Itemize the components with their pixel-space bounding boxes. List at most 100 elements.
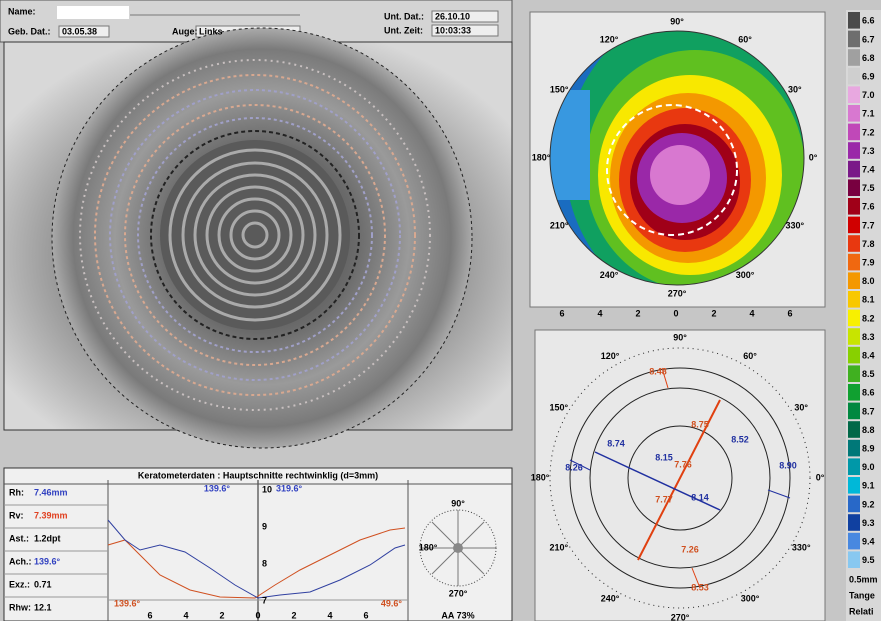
kerato-label: Ach.: bbox=[9, 556, 32, 566]
scale-swatch bbox=[848, 514, 860, 531]
scale-swatch bbox=[848, 142, 860, 159]
birth-label: Geb. Dat.: bbox=[8, 26, 51, 36]
scale-label: 7.7 bbox=[862, 220, 875, 230]
eye-label: Auge: bbox=[172, 26, 198, 36]
scale-label: 7.0 bbox=[862, 90, 875, 100]
y-tick-label: 8 bbox=[262, 558, 267, 568]
angle-label: 180° bbox=[532, 152, 551, 162]
kerato-value: 7.39mm bbox=[34, 510, 68, 520]
scale-label: 7.4 bbox=[862, 164, 875, 174]
scale-swatch bbox=[848, 12, 860, 29]
scale-swatch bbox=[848, 551, 860, 568]
scale-label: 7.6 bbox=[862, 202, 875, 212]
scale-label: 8.6 bbox=[862, 388, 875, 398]
scale-swatch bbox=[848, 86, 860, 103]
corner-right: 49.6° bbox=[381, 598, 403, 608]
kerato-footer: AA 73% bbox=[441, 610, 474, 620]
angle-label: 330° bbox=[785, 220, 804, 230]
angle-label: 60° bbox=[738, 35, 752, 45]
scale-mode: Tange bbox=[849, 590, 875, 600]
scale-swatch bbox=[848, 161, 860, 178]
angle-label: 300° bbox=[741, 594, 760, 604]
eye-drawing bbox=[52, 28, 472, 448]
diagram-value: 8.14 bbox=[691, 492, 709, 502]
map-x-tick: 2 bbox=[635, 308, 640, 318]
y-tick-label: 10 bbox=[262, 484, 272, 494]
angle-label: 300° bbox=[736, 270, 755, 280]
kerato-label: Exz.: bbox=[9, 579, 30, 589]
x-tick-label: 4 bbox=[327, 610, 332, 620]
diagram-panel bbox=[535, 330, 825, 621]
scale-label: 8.9 bbox=[862, 443, 875, 453]
name-label: Name: bbox=[8, 6, 36, 16]
scale-label: 8.8 bbox=[862, 425, 875, 435]
kerato-title: Keratometerdaten : Hauptschnitte rechtwi… bbox=[138, 470, 378, 480]
scale-label: 8.5 bbox=[862, 369, 875, 379]
map-x-tick: 4 bbox=[749, 308, 754, 318]
scale-label: 6.6 bbox=[862, 16, 875, 26]
x-tick-label: 6 bbox=[363, 610, 368, 620]
diagram-value: 8.48 bbox=[649, 366, 667, 376]
diagram-value: 7.26 bbox=[681, 544, 699, 554]
scale-label: 7.2 bbox=[862, 127, 875, 137]
angle-label: 90° bbox=[673, 332, 687, 342]
scale-label: 8.1 bbox=[862, 295, 875, 305]
exam-time-value: 10:03:33 bbox=[435, 25, 471, 35]
angle-label: 120° bbox=[600, 35, 619, 45]
diagram-value: 8.74 bbox=[607, 438, 625, 448]
angle-label: 210° bbox=[549, 542, 568, 552]
diagram-value: 8.75 bbox=[691, 419, 709, 429]
x-tick-label: 4 bbox=[183, 610, 188, 620]
kerato-value: 12.1 bbox=[34, 602, 52, 612]
exam-date-label: Unt. Dat.: bbox=[384, 11, 424, 21]
scale-swatch bbox=[848, 124, 860, 141]
mini-label: 90° bbox=[451, 498, 465, 508]
mini-label: 270° bbox=[449, 588, 468, 598]
y-tick-label: 7 bbox=[262, 595, 267, 605]
angle-label: 90° bbox=[670, 16, 684, 26]
scale-label: 8.0 bbox=[862, 276, 875, 286]
kerato-value: 139.6° bbox=[34, 556, 61, 566]
scale-swatch bbox=[848, 477, 860, 494]
angle-label: 180° bbox=[531, 472, 550, 482]
scale-label: 8.7 bbox=[862, 406, 875, 416]
angle-label: 30° bbox=[788, 84, 802, 94]
scale-swatch bbox=[848, 31, 860, 48]
scale-label: 6.8 bbox=[862, 53, 875, 63]
birth-value: 03.05.38 bbox=[62, 26, 97, 36]
angle-label: 0° bbox=[816, 472, 825, 482]
map-x-tick: 6 bbox=[787, 308, 792, 318]
diagram-value: 8.53 bbox=[691, 582, 709, 592]
scale-type: Relati bbox=[849, 606, 874, 616]
scale-label: 9.3 bbox=[862, 518, 875, 528]
scale-label: 8.4 bbox=[862, 350, 875, 360]
angle-label: 120° bbox=[601, 351, 620, 361]
scale-swatch bbox=[848, 421, 860, 438]
scale-swatch bbox=[848, 291, 860, 308]
kerato-value: 7.46mm bbox=[34, 487, 68, 497]
map-x-tick: 6 bbox=[559, 308, 564, 318]
scale-label: 8.3 bbox=[862, 332, 875, 342]
x-tick-label: 6 bbox=[147, 610, 152, 620]
scale-swatch bbox=[848, 347, 860, 364]
scale-label: 8.2 bbox=[862, 313, 875, 323]
x-tick-label: 2 bbox=[219, 610, 224, 620]
scale-label: 9.0 bbox=[862, 462, 875, 472]
scale-step: 0.5mm bbox=[849, 574, 878, 584]
diagram-value: 7.77 bbox=[655, 494, 673, 504]
kerato-value: 1.2dpt bbox=[34, 533, 61, 543]
scale-label: 9.1 bbox=[862, 481, 875, 491]
scale-swatch bbox=[848, 68, 860, 85]
exam-time-label: Unt. Zeit: bbox=[384, 25, 423, 35]
map-x-tick: 4 bbox=[597, 308, 602, 318]
exam-date-value: 26.10.10 bbox=[435, 11, 470, 21]
name-field bbox=[57, 6, 129, 19]
scale-label: 7.8 bbox=[862, 239, 875, 249]
x-tick-label: 2 bbox=[291, 610, 296, 620]
kerato-label: Rhw: bbox=[9, 602, 31, 612]
angle-label: 240° bbox=[601, 594, 620, 604]
corner-left: 139.6° bbox=[114, 598, 141, 608]
scale-label: 7.3 bbox=[862, 146, 875, 156]
angle-label: 30° bbox=[794, 402, 808, 412]
map-x-tick: 2 bbox=[711, 308, 716, 318]
